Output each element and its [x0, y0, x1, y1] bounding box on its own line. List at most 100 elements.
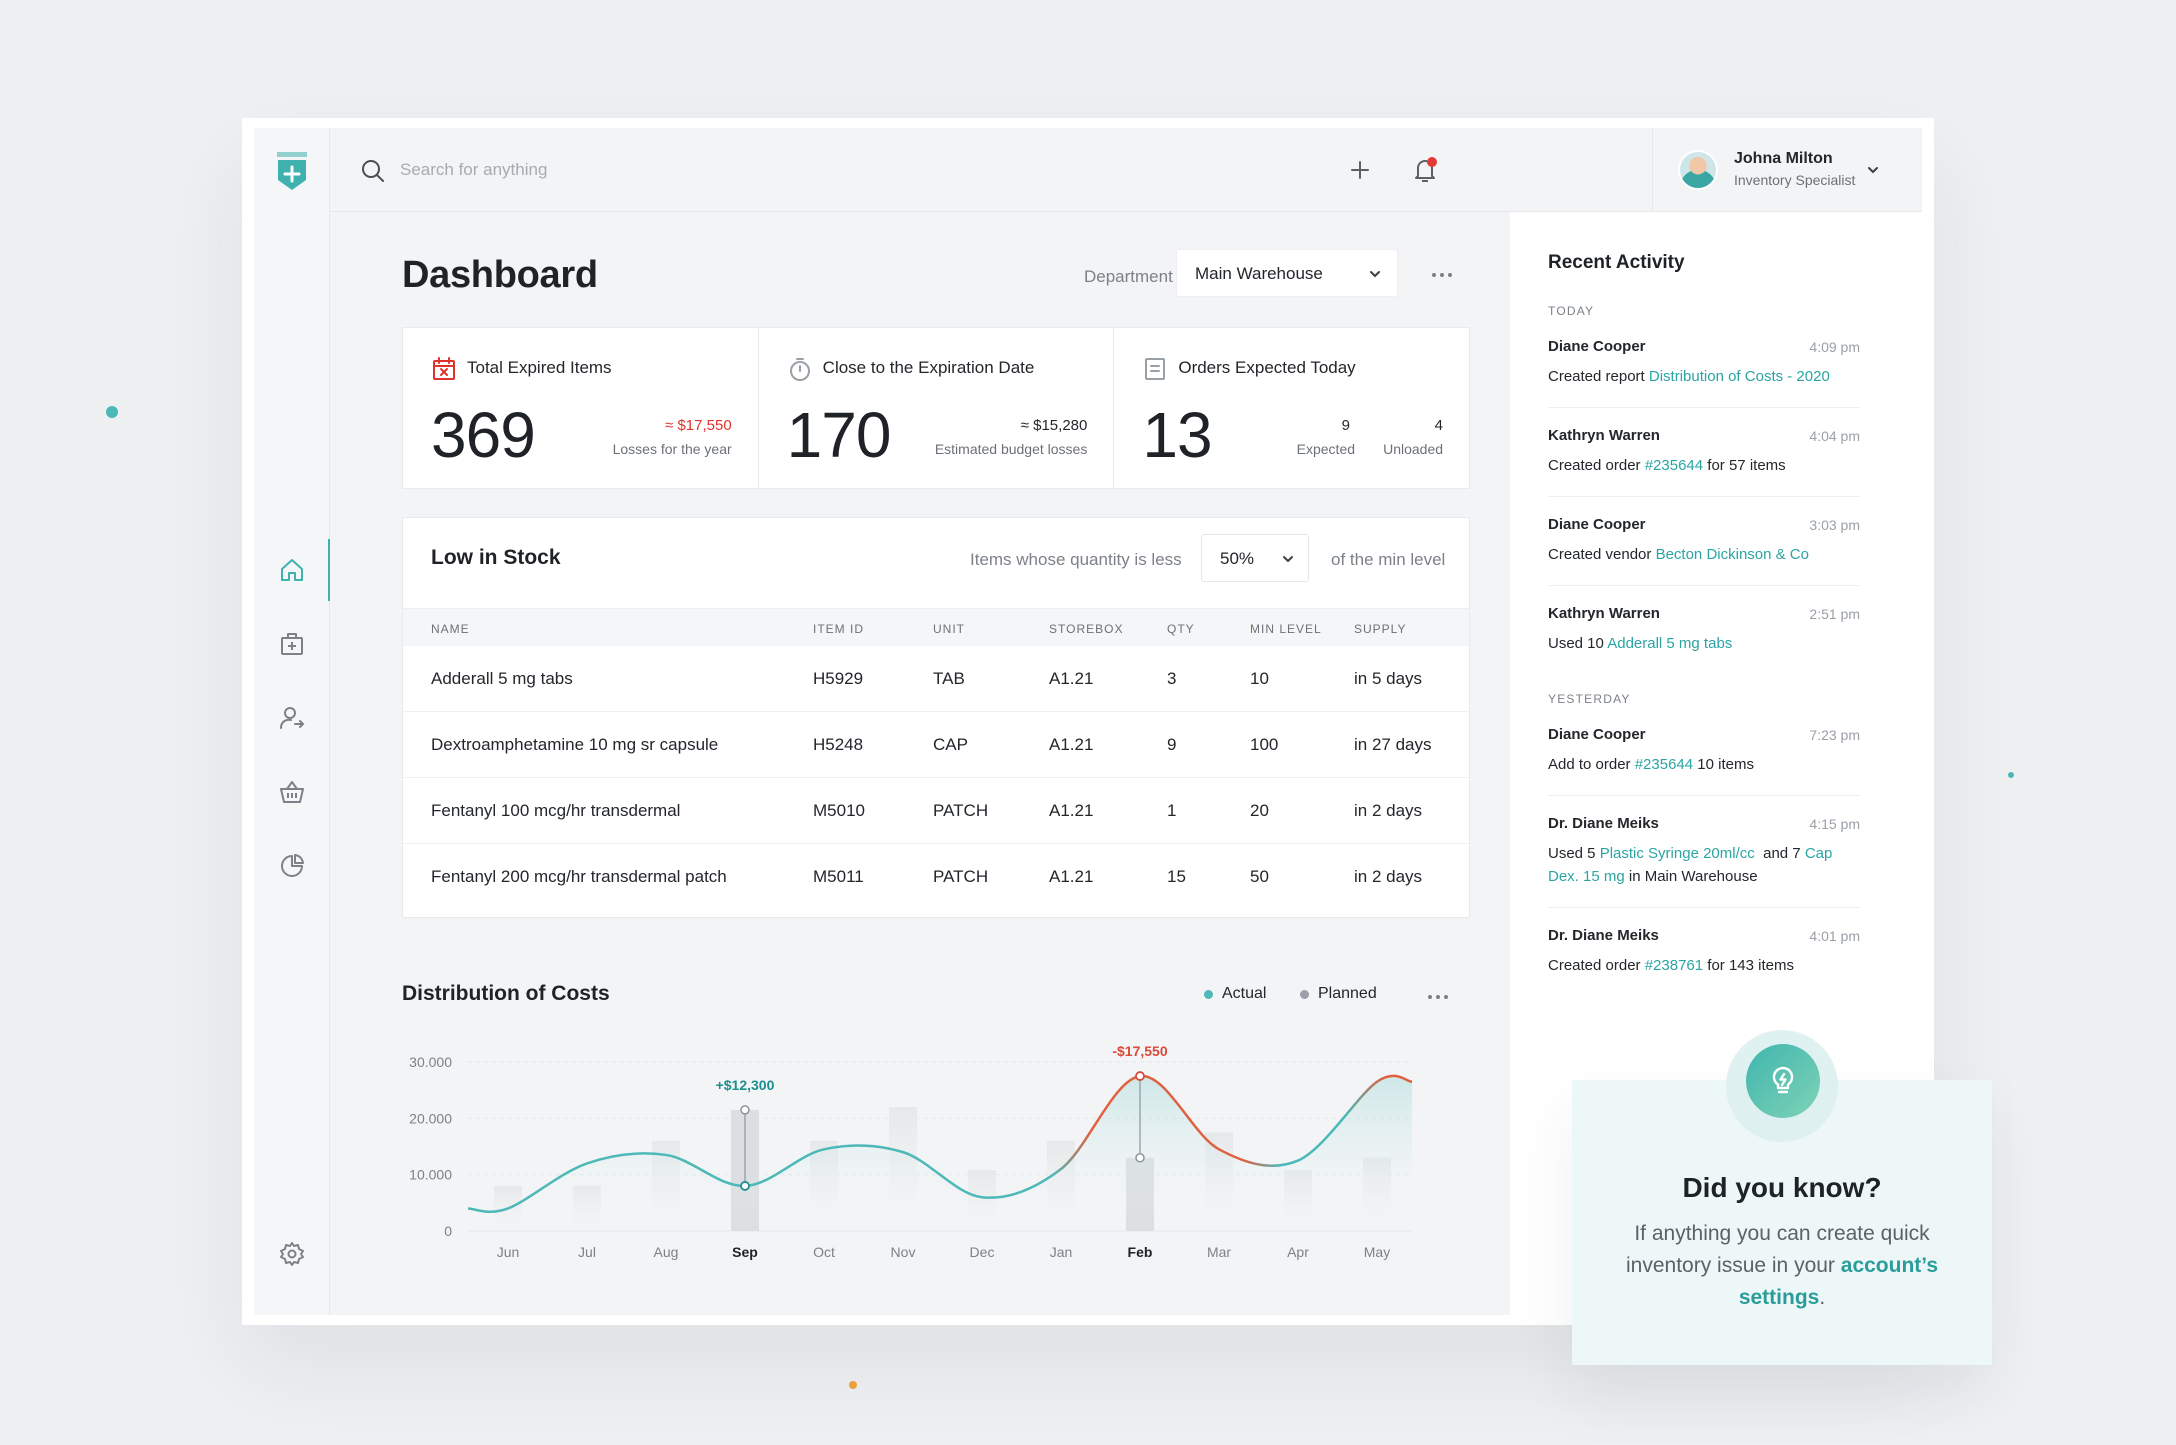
decorative-dot — [849, 1381, 857, 1389]
stat-title: Orders Expected Today — [1178, 358, 1356, 377]
stat-sub-value: ≈ $17,550 — [665, 417, 732, 434]
more-options-button[interactable] — [1418, 987, 1458, 1007]
actual-line — [467, 1074, 1413, 1214]
table-row[interactable]: Fentanyl 200 mcg/hr transdermal patch M5… — [403, 844, 1469, 910]
column-header[interactable]: Min Level — [1250, 622, 1322, 636]
activity-link[interactable]: Distribution of Costs - 2020 — [1648, 368, 1830, 385]
stat-title: Total Expired Items — [467, 358, 612, 377]
notification-bell-icon[interactable] — [1409, 154, 1441, 186]
stat-card-close-to-expiration[interactable]: Close to the Expiration Date 170 ≈ $15,2… — [759, 328, 1115, 488]
stat-card-orders-expected[interactable]: Orders Expected Today 13 9 Expected 4 Un… — [1114, 328, 1469, 488]
activity-link[interactable]: #238761 — [1644, 957, 1704, 974]
panel-title: Recent Activity — [1548, 252, 1685, 273]
activity-time: 3:03 pm — [1809, 517, 1860, 533]
app-frame: Johna Milton Inventory Specialist Dashbo… — [242, 118, 1934, 1325]
activity-link[interactable]: Adderall 5 mg tabs — [1607, 635, 1733, 652]
expected-label: Expected — [1296, 441, 1356, 457]
x-tick-label: Apr — [1287, 1244, 1309, 1260]
table-row[interactable]: Adderall 5 mg tabs H5929 TAB A1.21 3 10 … — [403, 646, 1469, 712]
cell-storebox: A1.21 — [1049, 735, 1094, 754]
column-header[interactable]: Item ID — [813, 622, 864, 636]
cell-name: Dextroamphetamine 10 mg sr capsule — [431, 735, 719, 754]
user-name: Johna Milton — [1734, 150, 1833, 167]
low-in-stock-card: Low in Stock Items whose quantity is les… — [402, 517, 1470, 918]
text: Used 10 — [1548, 635, 1608, 652]
activity-text: Created order #235644 for 57 items — [1548, 454, 1860, 477]
app-window: Johna Milton Inventory Specialist Dashbo… — [254, 128, 1922, 1315]
page-title: Dashboard — [402, 254, 598, 296]
column-header[interactable]: Storebox — [1049, 622, 1124, 636]
activity-text: Used 5 Plastic Syringe 20ml/cc and 7 Cap… — [1548, 842, 1860, 888]
stat-sub-label: Estimated budget losses — [934, 441, 1088, 457]
section-label: TODAY — [1548, 304, 1595, 318]
activity-user: Dr. Diane Meiks — [1548, 927, 1659, 944]
legend-actual[interactable]: Actual — [1204, 985, 1266, 1003]
activity-time: 4:09 pm — [1809, 339, 1860, 355]
x-tick-label: Mar — [1207, 1244, 1231, 1260]
activity-link[interactable]: Becton Dickinson & Co — [1655, 546, 1809, 563]
logo-icon[interactable] — [275, 150, 309, 192]
nav-active-indicator — [328, 539, 330, 601]
column-header[interactable]: Unit — [933, 622, 965, 636]
avatar[interactable] — [1678, 150, 1718, 190]
activity-link[interactable]: Plastic Syringe 20ml/cc — [1599, 845, 1755, 862]
column-header[interactable]: Name — [431, 622, 470, 636]
planned-marker — [1135, 1153, 1145, 1163]
column-header[interactable]: QTY — [1167, 622, 1195, 636]
section-title: Low in Stock — [431, 546, 561, 569]
decorative-dot — [106, 406, 118, 418]
search-input[interactable] — [400, 155, 920, 185]
activity-link[interactable]: #235644 — [1634, 756, 1694, 773]
cell-qty: 1 — [1167, 801, 1177, 820]
cell-min-level: 50 — [1250, 867, 1269, 886]
section-label: YESTERDAY — [1548, 692, 1631, 706]
stat-card-expired[interactable]: Total Expired Items 369 ≈ $17,550 Losses… — [403, 328, 759, 488]
text: Add to order — [1548, 756, 1635, 773]
legend-planned[interactable]: Planned — [1300, 985, 1377, 1003]
nav-settings-icon[interactable] — [273, 1235, 311, 1273]
stat-value: 170 — [786, 399, 892, 471]
x-tick-label: Oct — [813, 1244, 835, 1260]
legend-dot — [1204, 989, 1213, 999]
cell-storebox: A1.21 — [1049, 669, 1094, 688]
activity-text: Created order #238761 for 143 items — [1548, 954, 1860, 977]
more-options-button[interactable] — [1422, 265, 1462, 285]
cell-unit: PATCH — [933, 867, 989, 886]
actual-area — [468, 1075, 1412, 1231]
filter-label: Items whose quantity is less — [970, 550, 1182, 569]
tip-text: If anything you can create quick invento… — [1612, 1218, 1952, 1314]
add-button[interactable] — [1344, 154, 1376, 186]
x-tick-label: Jul — [578, 1244, 596, 1260]
table-row[interactable]: Dextroamphetamine 10 mg sr capsule H5248… — [403, 712, 1469, 778]
activity-time: 4:04 pm — [1809, 428, 1860, 444]
activity-link[interactable]: #235644 — [1644, 457, 1704, 474]
expected-count: 9 — [1341, 417, 1351, 434]
table-header: Name Item ID Unit Storebox QTY Min Level… — [403, 608, 1469, 646]
nav-basket-icon[interactable] — [273, 773, 311, 811]
activity-text: Used 10 Adderall 5 mg tabs — [1548, 632, 1860, 655]
annotation-label: -$17,550 — [1112, 1043, 1167, 1059]
cell-min-level: 10 — [1250, 669, 1269, 688]
cell-storebox: A1.21 — [1049, 801, 1094, 820]
filter-suffix: of the min level — [1331, 550, 1446, 569]
chevron-down-icon[interactable] — [1863, 160, 1883, 180]
text: Created order — [1548, 957, 1645, 974]
activity-link[interactable]: Cap Dex. 15 mg — [1548, 845, 1833, 885]
cell-unit: CAP — [933, 735, 968, 754]
lightbulb-icon — [1746, 1044, 1820, 1118]
account-settings-link[interactable]: account’s settings — [1738, 1254, 1939, 1309]
nav-medkit-icon[interactable] — [273, 625, 311, 663]
x-tick-label: Dec — [970, 1244, 995, 1260]
department-label: Department — [1084, 267, 1173, 286]
cell-storebox: A1.21 — [1049, 867, 1094, 886]
table-row[interactable]: Fentanyl 100 mcg/hr transdermal M5010 PA… — [403, 778, 1469, 844]
annotation-label: +$12,300 — [716, 1077, 775, 1093]
cell-supply: in 2 days — [1354, 801, 1423, 820]
cell-unit: TAB — [933, 669, 965, 688]
nav-home-icon[interactable] — [273, 551, 311, 589]
threshold-select[interactable]: 50% — [1201, 534, 1309, 582]
department-select[interactable]: Main Warehouse — [1176, 249, 1398, 297]
nav-user-arrow-icon[interactable] — [273, 699, 311, 737]
nav-pie-chart-icon[interactable] — [273, 847, 311, 885]
column-header[interactable]: Supply — [1354, 622, 1407, 636]
